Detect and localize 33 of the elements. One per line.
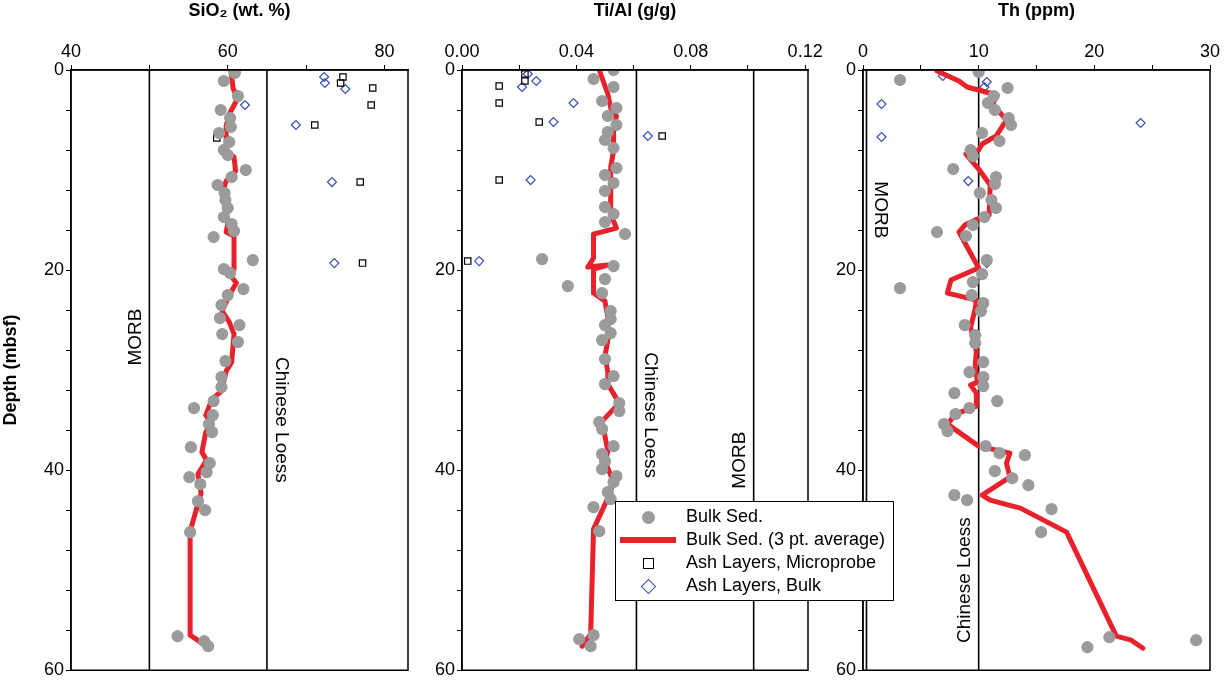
y-tick-label: 60: [43, 659, 64, 680]
x-tick-label: 0.04: [558, 41, 594, 62]
legend-label: Bulk Sed. (3 pt. average): [686, 529, 886, 549]
y-tick-label: 60: [434, 659, 455, 680]
y-tick-label: 40: [43, 459, 64, 480]
x-tick-label: 30: [1199, 41, 1221, 62]
y-tick-label: 40: [835, 459, 856, 480]
ref-line-label: Chinese Loess: [271, 357, 293, 483]
y-tick-label: 0: [845, 58, 856, 79]
y-tick-label: 60: [835, 659, 856, 680]
ref-line-label: MORB: [727, 431, 749, 489]
legend-label: Bulk Sed.: [686, 506, 764, 526]
ref-line-label: Chinese Loess: [952, 517, 974, 644]
x-tick-label: 60: [217, 41, 238, 62]
x-tick-label: 10: [968, 41, 989, 62]
legend-label: Ash Layers, Microprobe: [686, 552, 877, 572]
y-tick-label: 40: [434, 459, 455, 480]
legend-label: Ash Layers, Bulk: [686, 575, 822, 595]
x-tick-label: 20: [1084, 41, 1105, 62]
ref-line-label: MORB: [871, 181, 893, 239]
ref-line-label: Chinese Loess: [641, 352, 663, 478]
y-tick-label: 20: [835, 259, 856, 280]
y-tick-label: 20: [434, 259, 455, 280]
x-tick-label: 0.12: [787, 41, 823, 62]
y-tick-label: 20: [43, 259, 64, 280]
y-axis-title: Depth (mbsf): [0, 314, 20, 426]
ref-line-label: MORB: [123, 308, 145, 366]
chart-title: Th (ppm): [998, 0, 1075, 20]
x-tick-label: 0.08: [673, 41, 709, 62]
x-tick-label: 80: [374, 41, 395, 62]
x-tick-label: 0: [857, 41, 869, 62]
chart-title: SiO₂ (wt. %): [188, 0, 291, 20]
chart-title: Ti/Al (g/g): [593, 0, 677, 20]
